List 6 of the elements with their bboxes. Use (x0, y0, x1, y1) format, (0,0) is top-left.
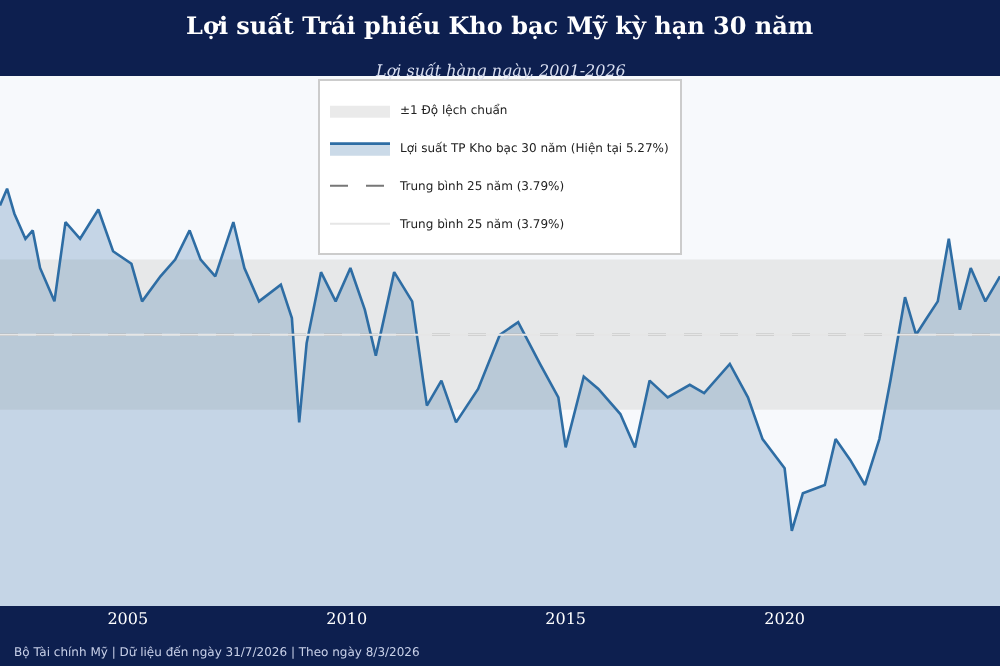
x-tick-label: 2015 (545, 610, 587, 628)
x-tick-label: 2005 (107, 610, 149, 628)
x-tick-label: 2010 (326, 610, 368, 628)
chart-subtitle: Lợi suất hàng ngày, 2001-2026 (374, 62, 626, 80)
x-tick-label: 2020 (764, 610, 805, 628)
chart-title: Lợi suất Trái phiếu Kho bạc Mỹ kỳ hạn 30 năm (186, 12, 814, 40)
